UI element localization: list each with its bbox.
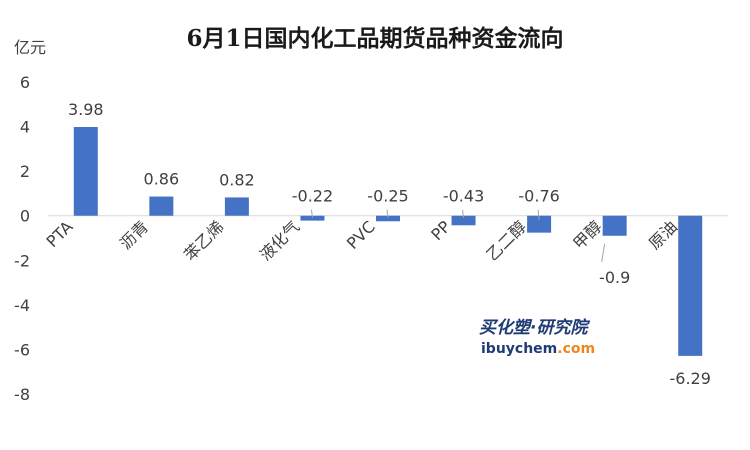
watermark-url-domain: .com	[557, 341, 595, 357]
bars-group	[73, 127, 703, 356]
y-tick-label: 0	[20, 207, 30, 226]
leader-line	[462, 209, 465, 218]
bar	[678, 215, 703, 356]
data-label: 0.82	[219, 170, 255, 189]
category-labels-group: PTA 沥青 苯乙烯 液化气 PVC PP 乙二醇 甲醇 原油	[43, 217, 681, 265]
data-label: -0.22	[292, 187, 333, 206]
leader-line	[537, 209, 540, 220]
y-tick-label: -2	[14, 251, 30, 270]
y-axis-ticks: 6 4 2 0 -2 -4 -6 -8	[14, 73, 30, 404]
leader-line	[310, 209, 313, 218]
chart-title: 6月1日国内化工品期货品种资金流向	[186, 25, 563, 52]
watermark-name: 买化塑·研究院	[479, 318, 590, 338]
category-label: 甲醇	[569, 217, 605, 253]
data-label: 0.86	[144, 170, 180, 189]
leader-line	[601, 243, 606, 262]
y-tick-label: -8	[14, 385, 30, 404]
leader-lines-group	[310, 209, 606, 262]
bar	[224, 197, 249, 216]
category-label: 乙二醇	[483, 217, 530, 264]
category-label: 液化气	[256, 217, 303, 264]
category-label: PTA	[43, 217, 77, 251]
bar	[376, 215, 400, 222]
bar	[300, 215, 325, 221]
y-tick-label: -4	[14, 296, 30, 315]
bar	[527, 215, 552, 233]
category-label: PVC	[343, 217, 379, 253]
y-tick-label: 6	[20, 73, 30, 92]
category-label: PP	[427, 217, 454, 244]
y-tick-label: 4	[20, 118, 30, 137]
y-axis-unit-label: 亿元	[14, 38, 46, 57]
leader-line	[386, 209, 389, 218]
data-label: -0.9	[599, 268, 630, 287]
watermark-logo: 买化塑·研究院 ibuychem.com	[479, 318, 595, 357]
bar	[149, 196, 174, 216]
data-label: 3.98	[68, 100, 104, 119]
data-label: -6.29	[670, 369, 711, 388]
category-label: 原油	[645, 217, 681, 253]
data-label: -0.43	[443, 187, 484, 206]
bar	[73, 127, 98, 216]
data-labels-group: 3.98 0.86 0.82 -0.22 -0.25 -0.43 -0.76 -0.9 -6.2…	[68, 100, 711, 388]
category-label: 沥青	[116, 217, 152, 253]
bar	[602, 215, 627, 236]
data-label: -0.76	[518, 187, 559, 206]
watermark-url-main: ibuychem	[481, 341, 557, 357]
data-label: -0.25	[367, 187, 408, 206]
y-tick-label: -6	[14, 340, 30, 359]
category-label: 苯乙烯	[180, 217, 227, 264]
y-tick-label: 2	[20, 162, 30, 181]
bar	[451, 215, 476, 226]
watermark-url: ibuychem.com	[481, 341, 595, 357]
